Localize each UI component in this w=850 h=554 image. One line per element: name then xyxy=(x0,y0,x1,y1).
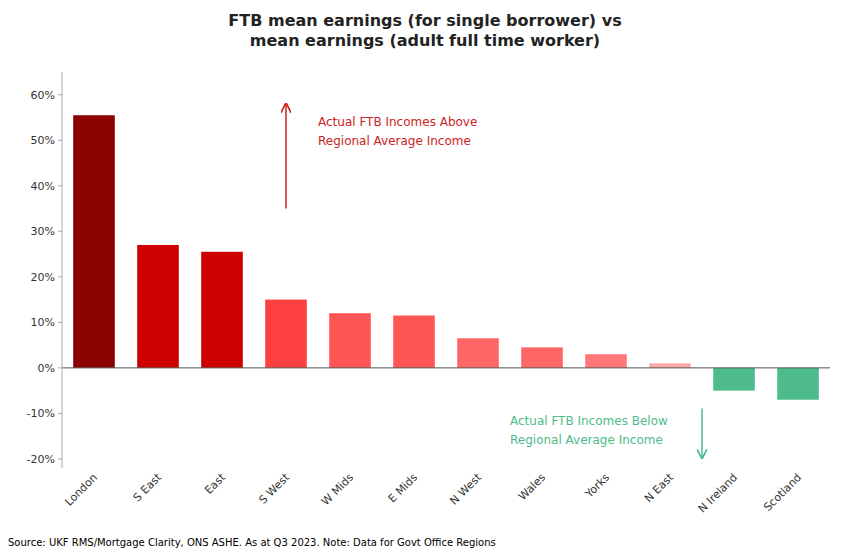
bar xyxy=(201,252,243,368)
annotation-arrow xyxy=(701,409,703,459)
y-tick-label: -20% xyxy=(27,453,55,466)
bar xyxy=(649,363,691,368)
y-tick xyxy=(58,185,62,186)
x-tick-label: Yorks xyxy=(582,471,612,501)
y-tick xyxy=(58,140,62,141)
bar xyxy=(713,368,755,391)
y-tick xyxy=(58,276,62,277)
source: Source: UKF RMS/Mortgage Clarity, ONS AS… xyxy=(8,537,496,548)
bar xyxy=(393,316,435,368)
y-tick-label: 40% xyxy=(31,180,55,193)
x-tick-label: E Mids xyxy=(386,471,421,506)
x-tick-label: S West xyxy=(256,470,292,506)
bar xyxy=(137,245,179,368)
annotation-line: Actual FTB Incomes Below xyxy=(510,414,668,428)
bars xyxy=(73,115,819,399)
x-tick-label: N Ireland xyxy=(696,471,740,515)
y-tick xyxy=(58,231,62,232)
bar xyxy=(329,313,371,368)
y-tick xyxy=(58,322,62,323)
y-tick-label: 50% xyxy=(31,134,55,147)
annotation-line: Regional Average Income xyxy=(510,433,663,447)
x-tick-label: Wales xyxy=(516,471,548,503)
y-tick-label: 10% xyxy=(31,316,55,329)
title-line: FTB mean earnings (for single borrower) … xyxy=(228,11,621,30)
x-tick-label: East xyxy=(202,470,228,496)
y-tick-label: 30% xyxy=(31,225,55,238)
bar xyxy=(777,368,819,400)
x-tick-label: N West xyxy=(448,470,485,507)
title-line: mean earnings (adult full time worker) xyxy=(250,31,600,50)
x-tick-label: S East xyxy=(131,470,165,504)
x-tick-label: Scotland xyxy=(761,471,804,514)
x-tick-label: W Mids xyxy=(319,471,356,508)
annotation-line: Regional Average Income xyxy=(318,134,471,148)
bar xyxy=(457,338,499,368)
y-tick xyxy=(58,94,62,95)
zero-line xyxy=(62,367,830,368)
bar xyxy=(265,300,307,368)
x-tick-label: N East xyxy=(642,470,677,505)
y-tick xyxy=(58,367,62,368)
y-tick xyxy=(58,458,62,459)
y-tick-label: 20% xyxy=(31,271,55,284)
y-axis-line xyxy=(62,72,63,468)
y-tick-label: 0% xyxy=(38,362,55,375)
annotation: Actual FTB Incomes Above Regional Average… xyxy=(318,115,477,148)
annotation-arrow xyxy=(285,104,287,209)
title: FTB mean earnings (for single borrower) … xyxy=(228,11,621,50)
y-tick-label: 60% xyxy=(31,89,55,102)
annotation: Actual FTB Incomes Below Regional Average… xyxy=(510,414,668,447)
bar xyxy=(73,115,115,368)
bar xyxy=(585,354,627,368)
bar xyxy=(521,347,563,367)
chart: FTB mean earnings (for single borrower) … xyxy=(0,0,850,554)
y-tick xyxy=(58,413,62,414)
annotation-line: Actual FTB Incomes Above xyxy=(318,115,477,129)
x-tick-label: London xyxy=(62,471,100,509)
y-tick-label: -10% xyxy=(27,407,55,420)
